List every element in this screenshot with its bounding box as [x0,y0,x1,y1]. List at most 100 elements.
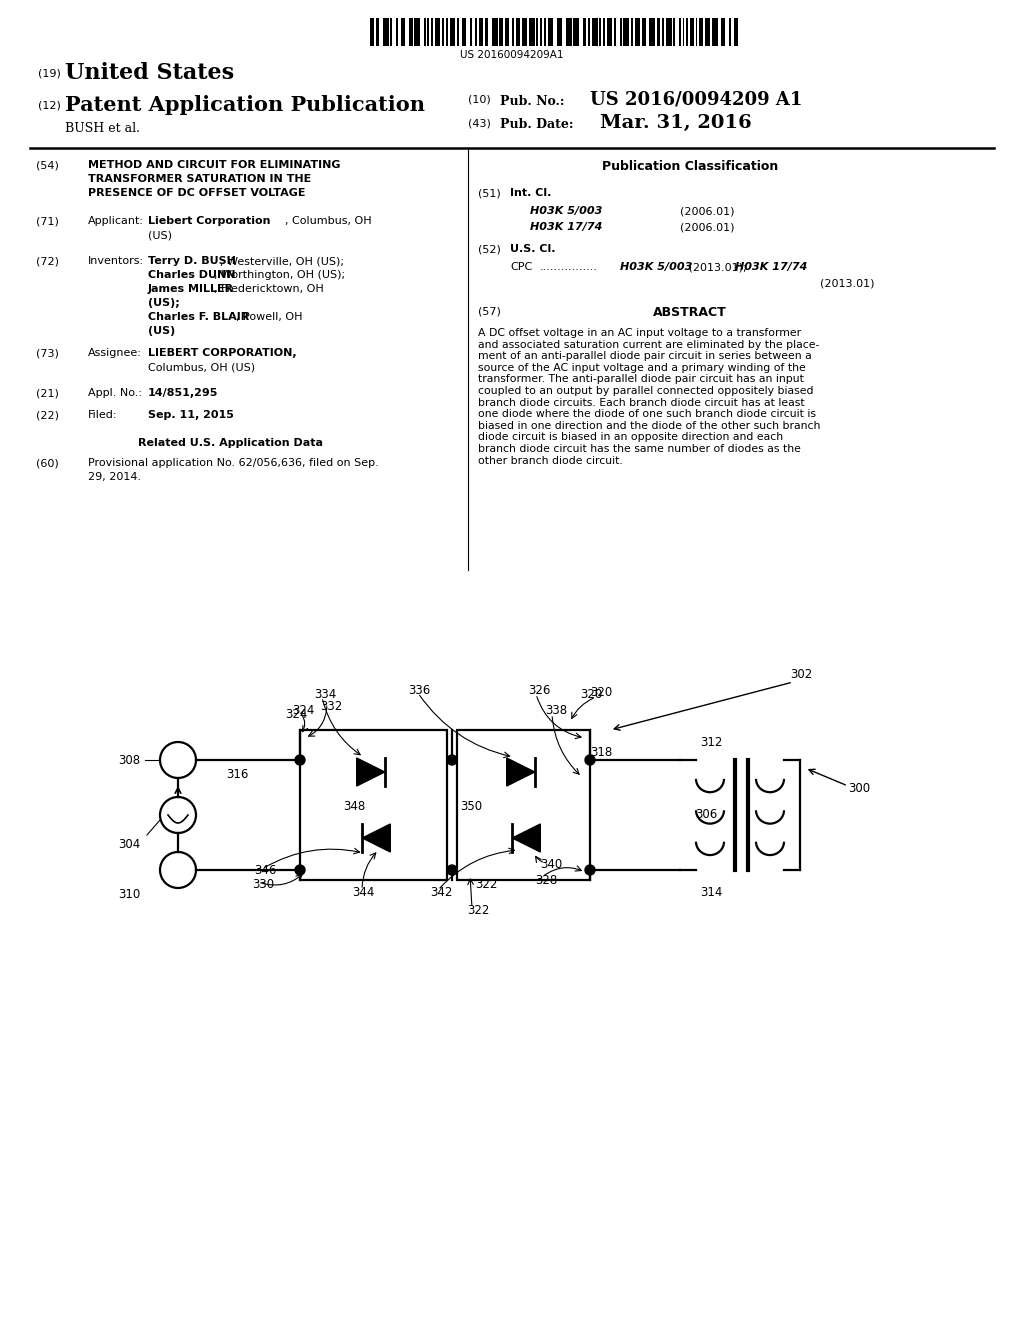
Text: US 2016/0094209 A1: US 2016/0094209 A1 [590,91,803,110]
Text: Assignee:: Assignee: [88,348,142,358]
Bar [666,18,672,46]
Bar [614,18,616,46]
Text: US 20160094209A1: US 20160094209A1 [460,50,564,59]
Bar [705,18,711,46]
Bar [683,18,684,46]
Bar [516,18,520,46]
Text: (57): (57) [478,306,501,315]
Bar [442,18,444,46]
Bar [409,18,413,46]
Text: H03K 5/003: H03K 5/003 [530,206,602,216]
Bar [631,18,633,46]
Text: (54): (54) [36,160,58,170]
Text: , Westerville, OH (US);: , Westerville, OH (US); [219,256,343,267]
Text: (2013.01): (2013.01) [820,279,874,288]
Text: H03K 17/74: H03K 17/74 [735,261,807,272]
Text: Terry D. BUSH: Terry D. BUSH [148,256,236,267]
Text: (12): (12) [38,100,60,110]
Bar [679,18,681,46]
Text: 342: 342 [430,886,453,899]
Bar [457,730,590,880]
Text: TRANSFORMER SATURATION IN THE: TRANSFORMER SATURATION IN THE [88,174,311,183]
Bar [512,18,514,46]
Text: (10): (10) [468,95,490,106]
Text: (43): (43) [468,117,490,128]
Text: BUSH et al.: BUSH et al. [65,121,140,135]
Text: PRESENCE OF DC OFFSET VOLTAGE: PRESENCE OF DC OFFSET VOLTAGE [88,187,305,198]
Bar [544,18,546,46]
Text: (US): (US) [148,326,175,337]
Bar [383,18,388,46]
Text: 306: 306 [695,808,717,821]
Text: James MILLER: James MILLER [148,284,234,294]
Bar [450,18,455,46]
Bar [603,18,605,46]
Text: (21): (21) [36,388,58,399]
Text: (2013.01);: (2013.01); [685,261,751,272]
Text: Columbus, OH (US): Columbus, OH (US) [148,362,255,372]
Text: 336: 336 [408,684,430,697]
Bar [729,18,731,46]
Text: , Worthington, OH (US);: , Worthington, OH (US); [214,271,345,280]
Text: 300: 300 [848,781,870,795]
Text: 314: 314 [700,886,722,899]
Bar [493,18,498,46]
Text: H03K 5/003: H03K 5/003 [620,261,692,272]
Text: Provisional application No. 62/056,636, filed on Sep.: Provisional application No. 62/056,636, … [88,458,379,469]
Bar [370,18,374,46]
Text: (2006.01): (2006.01) [680,206,734,216]
Text: CPC: CPC [510,261,532,272]
Text: (60): (60) [36,458,58,469]
Bar [635,18,640,46]
Bar [457,18,459,46]
Text: 350: 350 [460,800,482,813]
Bar [415,18,420,46]
Bar [583,18,587,46]
Bar [475,18,477,46]
Bar [722,18,725,46]
Bar [445,18,447,46]
Text: 318: 318 [590,746,612,759]
Circle shape [585,865,595,875]
Text: 322: 322 [467,903,489,916]
Text: (19): (19) [38,69,60,78]
Text: Sep. 11, 2015: Sep. 11, 2015 [148,411,233,420]
Bar [548,18,553,46]
Bar [589,18,590,46]
Text: Int. Cl.: Int. Cl. [510,187,551,198]
Bar [401,18,406,46]
Text: 312: 312 [700,735,722,748]
Text: 304: 304 [118,838,140,851]
Text: (52): (52) [478,244,501,253]
Text: (US);: (US); [148,298,183,308]
Text: Mar. 31, 2016: Mar. 31, 2016 [600,114,752,132]
Bar [500,18,503,46]
Bar [435,18,440,46]
Text: 308: 308 [118,754,140,767]
Bar [686,18,688,46]
Bar [521,18,527,46]
Text: , Fredericktown, OH: , Fredericktown, OH [214,284,324,294]
Text: (22): (22) [36,411,59,420]
Bar [607,18,612,46]
Text: Charles F. BLAIR: Charles F. BLAIR [148,312,249,322]
Bar [649,18,655,46]
Bar [463,18,466,46]
Text: ABSTRACT: ABSTRACT [653,306,727,319]
Text: (2006.01): (2006.01) [680,222,734,232]
Bar [573,18,579,46]
Text: LIEBERT CORPORATION,: LIEBERT CORPORATION, [148,348,297,358]
Bar [674,18,675,46]
Text: (US): (US) [148,230,172,240]
Bar [557,18,562,46]
Bar [663,18,665,46]
Bar [599,18,601,46]
Text: A DC offset voltage in an AC input voltage to a transformer
and associated satur: A DC offset voltage in an AC input volta… [478,327,820,466]
Text: Related U.S. Application Data: Related U.S. Application Data [137,438,323,447]
Circle shape [585,755,595,766]
Bar [537,18,539,46]
Circle shape [447,755,457,766]
Text: 346: 346 [254,863,276,876]
Text: Filed:: Filed: [88,411,118,420]
Bar [713,18,718,46]
